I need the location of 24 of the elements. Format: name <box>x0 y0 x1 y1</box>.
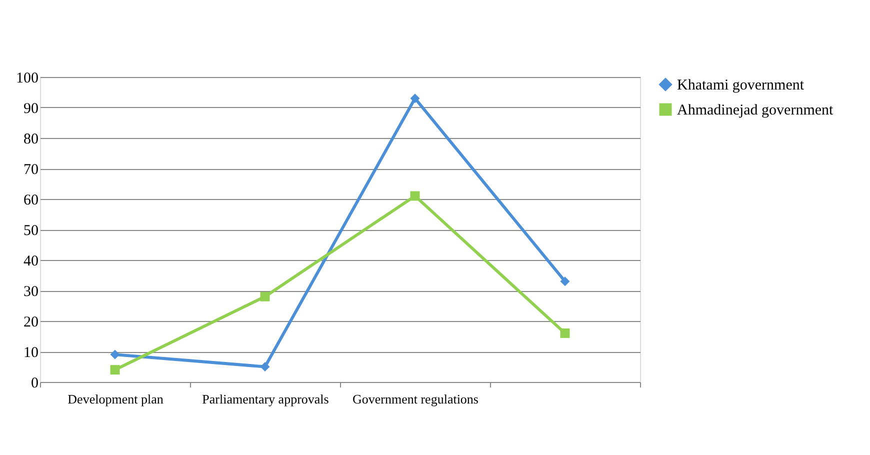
point <box>560 328 570 338</box>
point <box>110 350 120 360</box>
point <box>560 276 570 286</box>
x-tick-label: Parliamentary approvals <box>202 392 329 406</box>
y-tick-label: 30 <box>24 284 38 300</box>
point <box>260 292 270 302</box>
point <box>110 365 120 375</box>
y-tick-label: 20 <box>24 314 38 330</box>
y-tick-label: 90 <box>24 101 38 117</box>
legend-label: Ahmadinejad government <box>677 102 834 118</box>
y-tick-label: 40 <box>24 254 38 270</box>
y-tick-label: 0 <box>31 376 38 392</box>
y-tick-label: 60 <box>24 192 38 208</box>
point <box>260 362 270 372</box>
point <box>410 94 420 104</box>
legend-label: Khatami government <box>677 78 805 94</box>
x-tick-label: Government regulations <box>352 392 478 406</box>
y-tick-label: 100 <box>16 70 38 86</box>
y-tick-label: 70 <box>24 162 38 178</box>
point <box>410 191 420 201</box>
y-tick-label: 80 <box>24 132 38 148</box>
y-tick-label: 10 <box>24 345 38 361</box>
y-tick-label: 50 <box>24 223 38 239</box>
x-tick-label: Development plan <box>68 392 164 406</box>
